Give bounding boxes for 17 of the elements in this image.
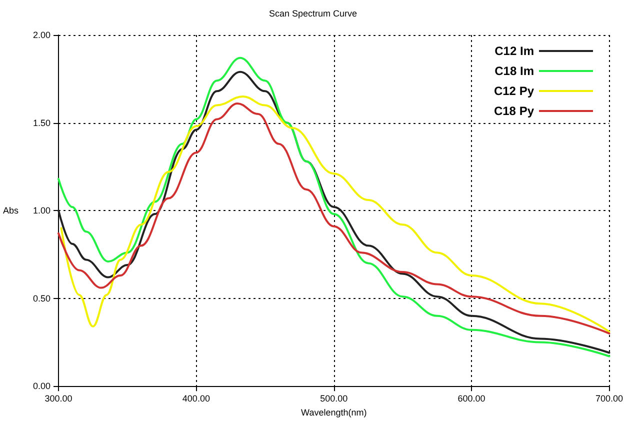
y-tick-label: 0.00	[32, 381, 51, 392]
y-tick-label: 1.00	[32, 206, 51, 216]
x-tick-label: 400.00	[182, 394, 210, 404]
x-tick-label: 300.00	[44, 394, 72, 404]
x-tick-label: 700.00	[595, 394, 623, 404]
x-axis-title: Wavelength(nm)	[301, 408, 367, 418]
legend-label: C12 Im	[494, 44, 534, 58]
y-tick-label: 1.50	[32, 118, 51, 128]
x-tick-label: 500.00	[320, 394, 348, 404]
legend-label: C18 Py	[494, 104, 534, 118]
y-axis-title: Abs	[2, 206, 19, 216]
legend-label: C18 Im	[494, 64, 534, 78]
y-tick-label: 0.50	[32, 293, 51, 304]
chart-title: Scan Spectrum Curve	[268, 8, 358, 18]
x-tick-label: 600.00	[458, 394, 486, 404]
legend-label: C12 Py	[494, 84, 534, 98]
y-tick-label: 2.00	[32, 30, 51, 40]
